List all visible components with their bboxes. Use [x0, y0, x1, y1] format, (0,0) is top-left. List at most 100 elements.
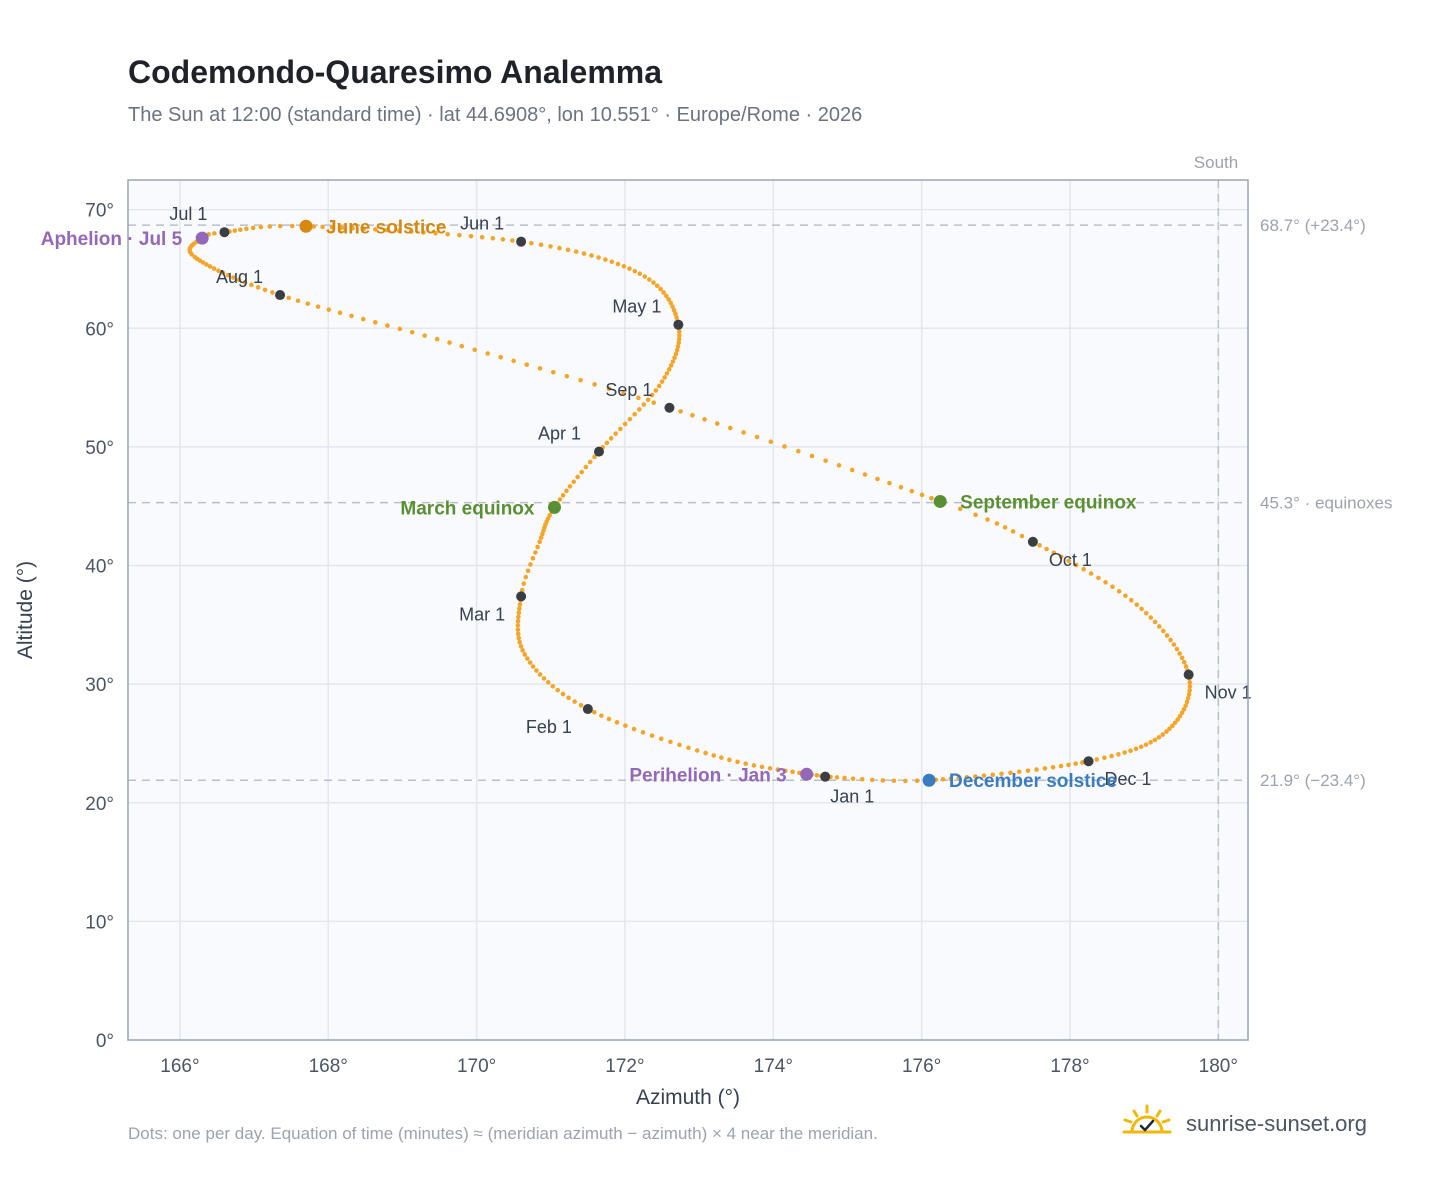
month-label: Jun 1	[460, 214, 504, 234]
day-dot	[1156, 735, 1162, 740]
day-dot	[564, 488, 569, 494]
day-dot	[1156, 624, 1162, 629]
day-dot	[385, 323, 390, 328]
day-dot	[384, 227, 390, 233]
day-dot	[468, 233, 474, 239]
day-dot	[596, 255, 601, 260]
day-dot	[1177, 651, 1182, 656]
day-dot	[1164, 633, 1170, 638]
day-dot	[675, 344, 681, 349]
day-dot	[668, 739, 673, 745]
brand[interactable]: sunrise-sunset.org	[1120, 1104, 1367, 1144]
month-dot	[820, 771, 831, 782]
day-dot	[623, 723, 628, 728]
day-dot	[735, 759, 740, 765]
day-dot	[956, 775, 961, 781]
day-dot	[1073, 562, 1079, 568]
day-dot	[836, 463, 842, 468]
day-dot	[1174, 646, 1180, 652]
day-dot	[621, 390, 626, 396]
brand-name: sunrise-sunset.org	[1186, 1111, 1367, 1136]
event-label: Aphelion · Jul 5	[41, 229, 183, 250]
day-dot	[557, 497, 563, 502]
event-dot	[800, 767, 814, 781]
event-label: December solstice	[949, 771, 1117, 792]
day-dot	[654, 283, 660, 289]
day-dot	[719, 755, 724, 760]
day-dot	[642, 274, 648, 279]
day-dot	[869, 777, 875, 783]
day-dot	[1073, 761, 1078, 766]
day-dot	[339, 225, 345, 231]
day-dot	[1080, 760, 1085, 765]
event-dot	[299, 219, 313, 233]
day-dot	[479, 234, 485, 240]
day-dot	[320, 224, 325, 230]
event-dot	[933, 494, 947, 508]
day-dot	[1143, 610, 1149, 616]
day-dot	[1110, 584, 1115, 590]
day-dot	[859, 777, 865, 782]
day-dot	[498, 354, 503, 360]
y-tick-label: 50°	[85, 438, 114, 459]
month-dot	[664, 402, 675, 413]
day-dot	[510, 238, 515, 243]
day-dot	[421, 230, 426, 235]
day-dot	[981, 773, 987, 778]
month-label: Aug 1	[216, 267, 263, 287]
day-dot	[350, 225, 355, 231]
day-dot	[592, 710, 597, 715]
event-markers: June solstice March equinox September equi…	[41, 217, 1137, 792]
day-dot	[985, 517, 990, 522]
day-dot	[286, 295, 292, 301]
day-dot	[887, 480, 892, 486]
y-tick-label: 0°	[96, 1031, 114, 1052]
day-dot	[516, 610, 522, 616]
day-dot	[702, 417, 707, 422]
day-dot	[1183, 664, 1189, 669]
day-dot	[613, 431, 618, 436]
day-dot	[1181, 706, 1187, 712]
day-dot	[1042, 766, 1048, 771]
x-tick-label: 180°	[1199, 1056, 1238, 1077]
day-dot	[1066, 762, 1071, 768]
day-dot	[244, 226, 249, 232]
day-dot	[515, 618, 521, 624]
day-dot	[519, 587, 525, 593]
day-dot	[232, 228, 238, 233]
day-dot	[560, 492, 566, 498]
day-dot	[518, 644, 524, 649]
day-dot	[615, 261, 621, 267]
month-dot	[593, 446, 604, 457]
reference-line-label: 68.7° (+23.4°)	[1260, 216, 1366, 235]
day-dot	[743, 761, 749, 766]
day-dot	[663, 293, 669, 299]
day-dot	[207, 264, 213, 269]
y-tick-label: 20°	[85, 794, 114, 815]
day-dot	[1152, 737, 1158, 743]
day-dot	[948, 776, 954, 781]
day-dot	[834, 775, 840, 780]
day-dot	[658, 286, 663, 292]
day-dot	[618, 426, 623, 432]
day-dot	[459, 343, 465, 349]
day-dot	[1088, 571, 1094, 576]
day-dot	[515, 627, 521, 632]
y-tick-label: 60°	[85, 319, 114, 340]
event-dot	[195, 231, 209, 245]
day-dot	[671, 307, 677, 313]
day-dot	[522, 652, 528, 657]
day-dot	[903, 778, 908, 784]
day-dot	[599, 713, 604, 718]
month-dot	[673, 319, 684, 330]
day-dot	[1184, 699, 1190, 705]
day-dot	[604, 440, 610, 446]
x-axis-label: Azimuth (°)	[636, 1086, 740, 1109]
month-markers: Jan 1 Feb 1 Mar 1 Apr 1 May 1 Jun 1 Jul 1 Aug 1…	[169, 204, 1251, 806]
day-dot	[231, 275, 236, 280]
day-dot	[262, 287, 268, 293]
day-dot	[1058, 554, 1064, 560]
event-dot	[547, 500, 561, 514]
day-dot	[759, 764, 765, 770]
day-dot	[572, 699, 577, 704]
